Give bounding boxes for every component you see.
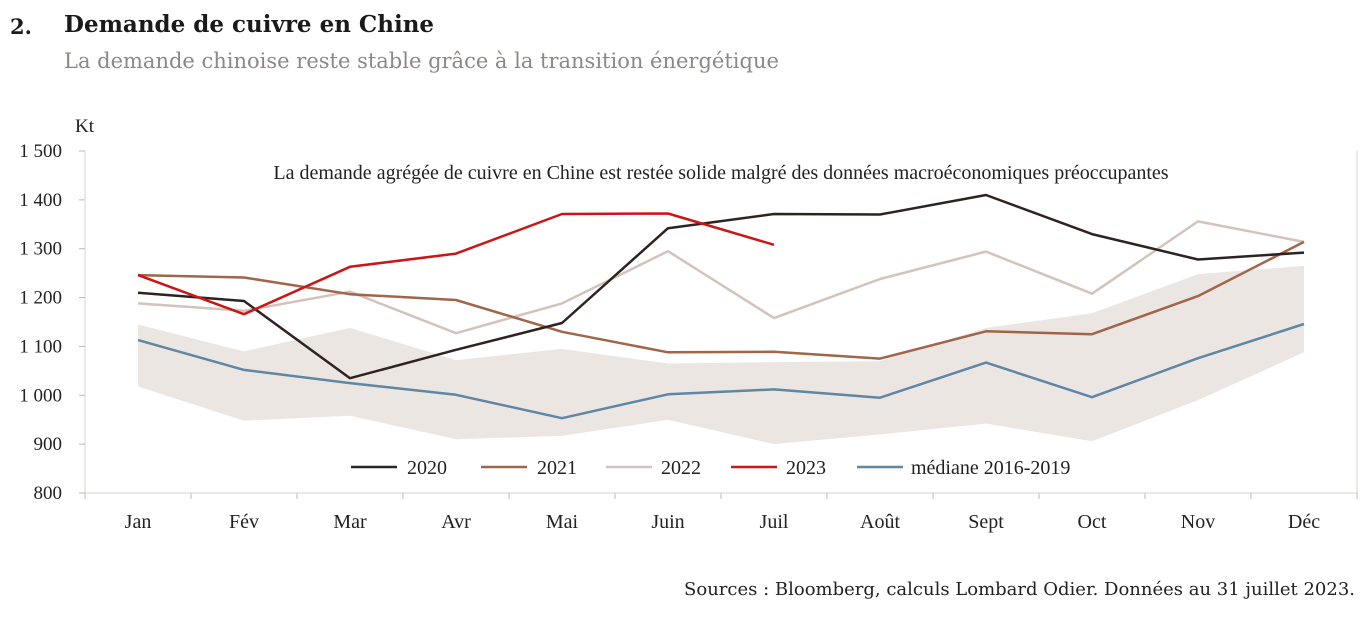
x-tick-label: Mai — [546, 511, 579, 533]
x-tick-label: Jan — [125, 511, 152, 533]
y-axis-unit-label: Kt — [75, 116, 95, 137]
x-tick-label: Mar — [333, 511, 367, 533]
section-number: 2. — [10, 14, 32, 39]
x-tick-label: Avr — [441, 511, 471, 533]
x-tick-label: Oct — [1078, 511, 1107, 533]
legend-label: 2020 — [407, 457, 447, 479]
y-tick-label: 1 400 — [19, 190, 62, 211]
y-tick-label: 1 300 — [19, 239, 62, 260]
x-tick-label: Juil — [760, 511, 789, 533]
x-tick-label: Sept — [968, 511, 1004, 533]
chart-title: La demande agrégée de cuivre en Chine es… — [273, 162, 1168, 184]
x-tick-label: Juin — [651, 511, 684, 533]
y-tick-label: 800 — [34, 483, 63, 504]
legend-label: 2022 — [661, 457, 701, 479]
source-note: Sources : Bloomberg, calculs Lombard Odi… — [684, 579, 1355, 600]
page-title: Demande de cuivre en Chine — [64, 11, 435, 38]
legend-label: médiane 2016-2019 — [911, 457, 1070, 479]
x-tick-label: Nov — [1181, 511, 1215, 533]
y-tick-label: 1 200 — [19, 288, 62, 309]
legend-label: 2021 — [537, 457, 577, 479]
x-tick-label: Fév — [229, 511, 259, 533]
y-tick-label: 900 — [34, 434, 63, 455]
series-line-2023 — [137, 212, 775, 316]
series-line-2022 — [137, 220, 1305, 335]
x-tick-label: Déc — [1288, 511, 1320, 533]
series-line-2020 — [137, 193, 1305, 380]
range-band-area — [138, 265, 1304, 445]
x-tick-label: Août — [860, 511, 900, 533]
series-line-médiane-2016-2019 — [137, 322, 1305, 420]
y-tick-label: 1 100 — [19, 336, 62, 357]
page-subtitle: La demande chinoise reste stable grâce à… — [64, 49, 779, 73]
series-line-2021 — [137, 240, 1305, 360]
y-tick-label: 1 500 — [19, 141, 62, 162]
y-tick-label: 1 000 — [19, 385, 62, 406]
legend-label: 2023 — [786, 457, 826, 479]
